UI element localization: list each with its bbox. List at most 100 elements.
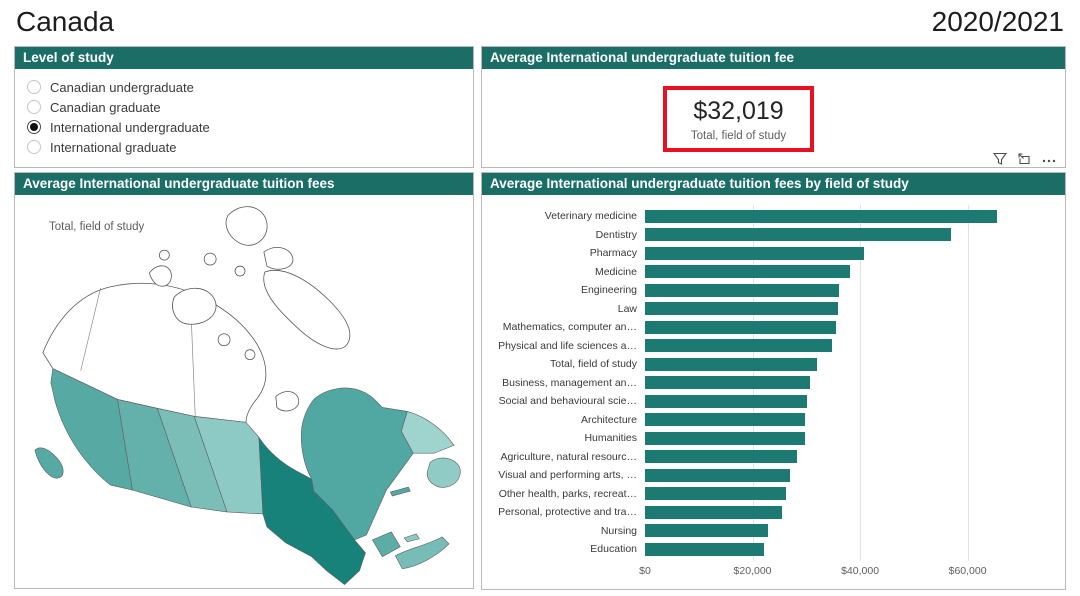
- more-options-icon[interactable]: [1041, 152, 1057, 166]
- region-newfoundland[interactable]: [426, 457, 461, 488]
- radio-option-international-graduate[interactable]: International graduate: [27, 137, 463, 157]
- bar[interactable]: [645, 357, 818, 371]
- bar-row[interactable]: Business, management an…: [482, 374, 1059, 393]
- bar-track: [645, 246, 1059, 260]
- bar-category-label: Pharmacy: [589, 247, 637, 260]
- bar[interactable]: [645, 283, 840, 297]
- bar-row[interactable]: Physical and life sciences a…: [482, 337, 1059, 356]
- bar-chart[interactable]: Veterinary medicine Dentistry Pharmacy Medi…: [482, 195, 1065, 589]
- bar-track: [645, 413, 1059, 427]
- bar[interactable]: [645, 228, 952, 242]
- bar-row[interactable]: Veterinary medicine: [482, 207, 1059, 226]
- radio-option-international-undergraduate[interactable]: International undergraduate: [27, 117, 463, 137]
- bar-category-label: Medicine: [594, 265, 637, 278]
- radio-option-canadian-graduate[interactable]: Canadian graduate: [27, 97, 463, 117]
- bar-category-label: Nursing: [600, 524, 637, 537]
- bar-category-label: Architecture: [580, 413, 637, 426]
- radio-icon[interactable]: [27, 100, 41, 114]
- tuition-fee-card-panel: Average International undergraduate tuit…: [481, 46, 1066, 168]
- bar-track: [645, 487, 1059, 501]
- bar-track: [645, 283, 1059, 297]
- bar-row[interactable]: Nursing: [482, 522, 1059, 541]
- bar-row[interactable]: Social and behavioural scie…: [482, 392, 1059, 411]
- region-prince-edward-island[interactable]: [403, 533, 420, 543]
- bar-track: [645, 450, 1059, 464]
- region-anticosti-island[interactable]: [389, 486, 411, 497]
- bar-row[interactable]: Law: [482, 300, 1059, 319]
- bar[interactable]: [645, 487, 786, 501]
- bar-category-label: Mathematics, computer an…: [502, 321, 637, 334]
- bar-track: [645, 505, 1059, 519]
- bar-rows: Veterinary medicine Dentistry Pharmacy Medi…: [482, 207, 1059, 559]
- bar-row[interactable]: Humanities: [482, 429, 1059, 448]
- bar[interactable]: [645, 339, 832, 353]
- bar-row[interactable]: Engineering: [482, 281, 1059, 300]
- bar-track: [645, 209, 1059, 223]
- tuition-fee-card-body: $32,019 Total, field of study: [482, 69, 1065, 168]
- x-axis: $0 $20,000 $40,000 $60,000: [639, 565, 1059, 581]
- bar[interactable]: [645, 524, 768, 538]
- canada-map-svg[interactable]: [15, 195, 473, 588]
- bar-row[interactable]: Architecture: [482, 411, 1059, 430]
- bar-track: [645, 394, 1059, 408]
- region-vancouver-island[interactable]: [34, 447, 64, 479]
- x-axis-tick-label: $40,000: [841, 565, 880, 577]
- map-annotation: Total, field of study: [49, 221, 145, 233]
- bar[interactable]: [645, 450, 797, 464]
- bar-track: [645, 468, 1059, 482]
- bar[interactable]: [645, 505, 782, 519]
- region-labrador[interactable]: [400, 411, 455, 454]
- tuition-fee-card-header: Average International undergraduate tuit…: [482, 47, 1065, 69]
- bar-category-label: Physical and life sciences a…: [498, 339, 637, 352]
- region-nova-scotia[interactable]: [394, 536, 450, 570]
- bar-track: [645, 542, 1059, 556]
- region-quebec[interactable]: [300, 387, 414, 541]
- bar[interactable]: [645, 209, 998, 223]
- bar-category-label: Visual and performing arts, …: [498, 469, 637, 482]
- bar[interactable]: [645, 413, 806, 427]
- bar-row[interactable]: Other health, parks, recreat…: [482, 485, 1059, 504]
- bar[interactable]: [645, 431, 805, 445]
- radio-icon[interactable]: [27, 80, 41, 94]
- bar-row[interactable]: Dentistry: [482, 226, 1059, 245]
- bar-category-label: Business, management an…: [502, 376, 637, 389]
- region-new-brunswick[interactable]: [372, 531, 401, 558]
- bar-category-label: Engineering: [580, 284, 637, 297]
- bar-row[interactable]: Education: [482, 540, 1059, 559]
- bar-row[interactable]: Pharmacy: [482, 244, 1059, 263]
- bar-category-label: Agriculture, natural resourc…: [500, 450, 637, 463]
- bar-row[interactable]: Personal, protective and tra…: [482, 503, 1059, 522]
- region-british-columbia[interactable]: [50, 368, 133, 491]
- radio-icon[interactable]: [27, 140, 41, 154]
- focus-mode-icon[interactable]: [1017, 152, 1031, 166]
- bar-category-label: Other health, parks, recreat…: [498, 487, 637, 500]
- x-axis-tick-label: $60,000: [948, 565, 987, 577]
- bar-row[interactable]: Agriculture, natural resourc…: [482, 448, 1059, 467]
- bar-track: [645, 431, 1059, 445]
- bar-row[interactable]: Medicine: [482, 263, 1059, 282]
- bar[interactable]: [645, 394, 807, 408]
- bar-row[interactable]: Visual and performing arts, …: [482, 466, 1059, 485]
- bar-row[interactable]: Mathematics, computer an…: [482, 318, 1059, 337]
- bar-track: [645, 228, 1059, 242]
- region-arctic-islands[interactable]: [148, 206, 351, 412]
- radio-label: International undergraduate: [50, 119, 210, 135]
- radio-checked-icon[interactable]: [27, 120, 41, 134]
- bar-category-label: Personal, protective and tra…: [498, 506, 637, 519]
- bar[interactable]: [645, 542, 764, 556]
- bar[interactable]: [645, 302, 839, 316]
- bar-row[interactable]: Total, field of study: [482, 355, 1059, 374]
- tuition-map-panel: Average International undergraduate tuit…: [14, 172, 474, 589]
- bar[interactable]: [645, 468, 791, 482]
- bar[interactable]: [645, 246, 864, 260]
- bar[interactable]: [645, 320, 836, 334]
- bar-track: [645, 376, 1059, 390]
- page-title: Canada: [16, 6, 115, 37]
- tuition-map-header: Average International undergraduate tuit…: [15, 173, 473, 195]
- bar[interactable]: [645, 376, 811, 390]
- filter-funnel-icon[interactable]: [993, 152, 1007, 166]
- bar-category-label: Total, field of study: [550, 358, 637, 371]
- radio-option-canadian-undergraduate[interactable]: Canadian undergraduate: [27, 77, 463, 97]
- highlight-red-box: $32,019 Total, field of study: [662, 85, 815, 152]
- bar[interactable]: [645, 265, 850, 279]
